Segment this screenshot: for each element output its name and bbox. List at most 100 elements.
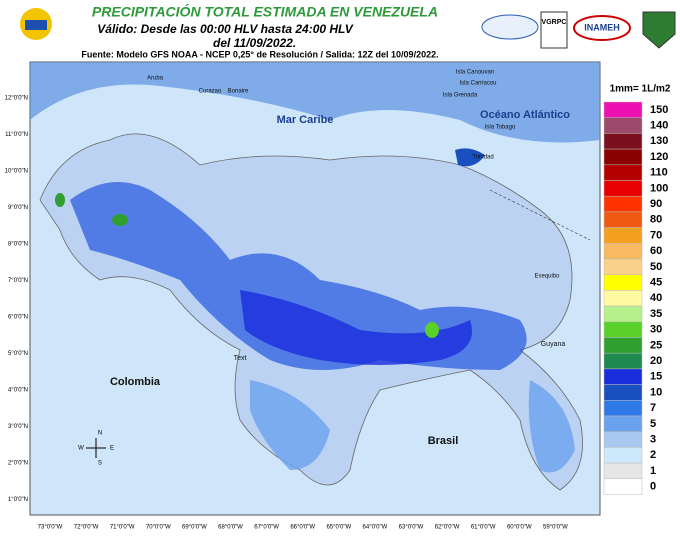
legend-label: 70 [650,229,662,241]
legend-label: 25 [650,339,662,351]
legend-swatch [603,305,643,323]
map-area [29,61,601,516]
place-label: Trinidad [472,155,493,161]
place-label: Curazao [199,89,222,95]
legend-swatch [603,368,643,385]
place-label: Isla Carriacou [459,81,496,87]
compass-label: S [98,461,102,467]
legend-label: 120 [650,151,668,163]
lon-label: 63°0'0"W [399,525,424,531]
place-label: Bonaire [228,89,249,95]
legend-swatch [603,274,643,291]
rain-area [240,290,472,365]
legend-swatch [603,195,643,213]
place-label: Isla Tobago [485,125,516,131]
legend-swatch [603,101,643,118]
logo [540,11,568,49]
lon-label: 61°0'0"W [471,525,496,531]
rain-peak [55,193,65,207]
legend-swatch [603,337,643,354]
place-label: Isla Canouvan [456,70,494,76]
place-label: Guyana [541,341,566,348]
lon-label: 67°0'0"W [254,525,279,531]
legend-label: 100 [650,182,668,194]
legend-label: 60 [650,245,662,257]
legend-swatch [603,258,643,275]
compass-label: W [78,446,84,452]
legend-title: 1mm= 1L/m2 [610,84,671,95]
legend-swatch [603,148,643,166]
legend-swatch [603,227,643,244]
lat-label: 12°0'0"N [5,96,28,102]
subtitle: Válido: Desde las 00:00 HLV hasta 24:00 … [97,22,353,36]
legend-swatch [603,211,643,228]
logo [481,14,539,40]
legend-swatch [603,352,643,370]
lat-label: 8°0'0"N [8,242,28,248]
rain-area [70,182,527,370]
boundary [489,189,591,241]
legend-label: 40 [650,292,662,304]
legend-swatch [603,400,643,417]
legend-label: 35 [650,308,662,320]
legend-label: 110 [650,167,668,179]
source: Fuente: Modelo GFS NOAA - NCEP 0,25° de … [81,49,438,59]
place-label: Text [234,355,247,362]
lat-label: 10°0'0"N [5,169,28,175]
legend-label: 5 [650,418,656,430]
lat-label: 3°0'0"N [8,424,28,430]
lon-label: 69°0'0"W [182,525,207,531]
legend-label: 150 [650,104,668,116]
lon-label: 71°0'0"W [110,525,135,531]
sea-rain [30,62,600,143]
title: PRECIPITACIÓN TOTAL ESTIMADA EN VENEZUEL… [92,3,438,20]
logo [642,11,676,49]
place-label: Esequibo [534,274,560,280]
legend-swatch [603,431,643,448]
logo [573,15,631,41]
legend-swatch [603,164,643,181]
lon-label: 68°0'0"W [218,525,243,531]
lon-label: 65°0'0"W [326,525,351,531]
legend-label: 80 [650,214,662,226]
lat-label: 5°0'0"N [8,351,28,357]
legend-swatch [603,133,643,150]
lon-label: 59°0'0"W [543,525,568,531]
rain-peak [425,322,439,338]
legend-swatch [603,290,643,307]
lat-label: 2°0'0"N [8,461,28,467]
legend-label: 50 [650,261,662,273]
lon-label: 73°0'0"W [38,525,63,531]
place-label: Colombia [110,376,161,388]
legend-label: 45 [650,276,662,288]
compass-label: N [98,431,102,437]
legend-label: 2 [650,449,656,461]
legend-label: 140 [650,119,668,131]
lon-label: 60°0'0"W [507,525,532,531]
legend-swatch [603,462,643,480]
lon-label: 62°0'0"W [435,525,460,531]
logo [25,20,47,30]
legend-swatch [603,447,643,464]
logo-text: VGRPC [542,19,567,26]
rain-area [528,380,575,473]
rain-area [250,380,330,470]
legend-swatch [603,321,643,338]
legend-label: 15 [650,371,662,383]
place-label: Océano Atlántico [480,109,570,121]
legend-label: 20 [650,355,662,367]
lat-label: 11°0'0"N [5,132,28,138]
lon-label: 70°0'0"W [146,525,171,531]
compass-label: E [110,446,114,452]
lon-label: 64°0'0"W [363,525,388,531]
legend-swatch [603,415,643,432]
place-label: Mar Caribe [277,114,334,126]
legend-swatch [603,180,643,197]
lat-label: 6°0'0"N [8,315,28,321]
legend-swatch [603,117,643,134]
place-label: Brasil [428,435,459,447]
lon-label: 66°0'0"W [290,525,315,531]
legend-label: 3 [650,433,656,445]
lon-label: 72°0'0"W [74,525,99,531]
